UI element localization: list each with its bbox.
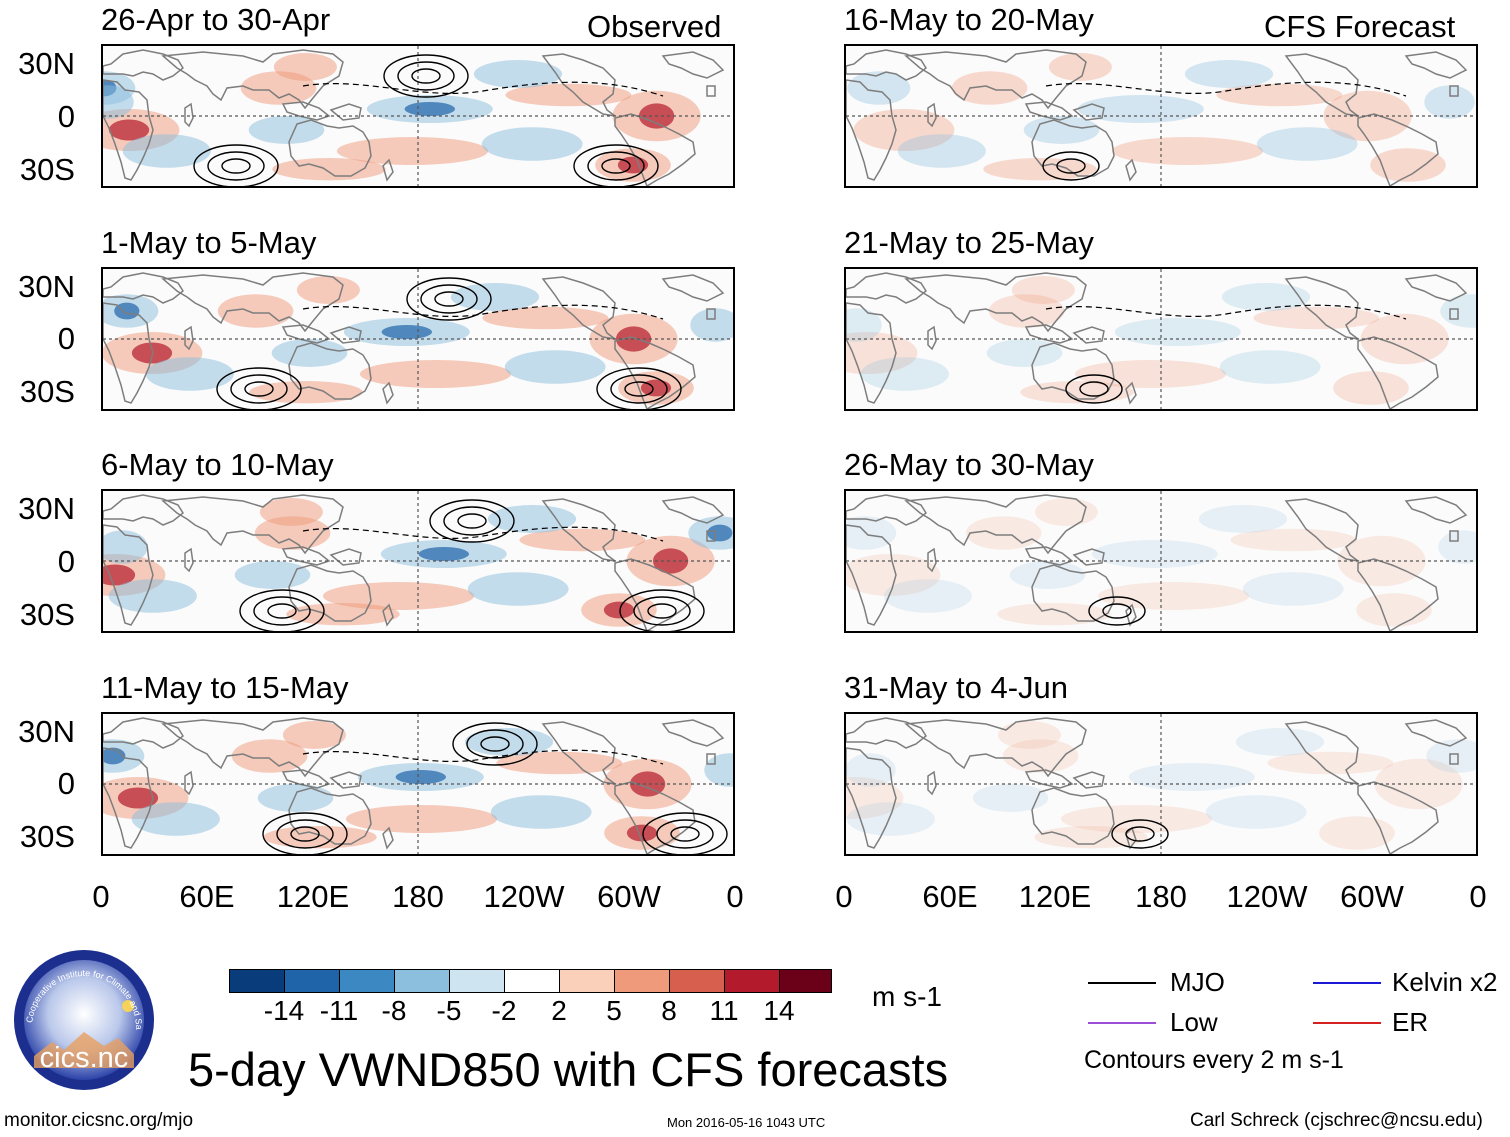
lat-label-eq-row1: 0 [57,99,75,134]
forecast-panel-title-2: 21-May to 25-May [844,225,1094,260]
colorbar-bin-2 [284,969,339,993]
colorbar-tick-7: 5 [606,995,622,1026]
colorbar-bin-5 [449,969,504,993]
colorbar-bin-10 [724,969,779,993]
lat-label-30n-row1: 30N [18,46,75,81]
lon-label-fc-0: 0 [835,879,853,914]
units-label: m s-1 [872,981,942,1012]
lon-label-obs-120w: 120W [483,879,565,914]
colorbar-tick-2: -11 [319,995,359,1026]
forecast-panel-title-1: 16-May to 20-May [844,2,1094,37]
forecast-panel-title-4: 31-May to 4-Jun [844,670,1068,705]
observed-panel-title-4: 11-May to 15-May [101,670,349,705]
lon-label-fc-60w: 60W [1340,879,1404,914]
colorbar-tick-8: 8 [661,995,677,1026]
cics-logo: Cooperative Institute for Climate and Sa… [9,940,156,1092]
lat-label-eq-row4: 0 [57,766,75,801]
observed-panel-title-2: 1-May to 5-May [101,225,317,260]
lat-label-eq-row2: 0 [57,321,75,356]
lat-label-30s-row2: 30S [19,374,75,409]
colorbar-bin-6 [504,969,559,993]
lon-label-obs-60e: 60E [179,879,235,914]
colorbar-tick-10: 14 [763,995,795,1026]
lon-label-fc-0-end: 0 [1469,879,1487,914]
logo-text: cics.nc [39,1042,129,1074]
lon-label-obs-60w: 60W [597,879,661,914]
observed-map-1 [101,44,735,188]
contour-note: Contours every 2 m s-1 [1084,1046,1344,1074]
observed-panel-title-3: 6-May to 10-May [101,447,334,482]
colorbar-bin-9 [669,969,724,993]
legend-line-low [1088,1022,1156,1024]
colorbar-tick-5: -2 [491,995,517,1026]
colorbar-tick-9: 11 [709,995,739,1026]
observed-label: Observed [587,9,722,44]
observed-map-4 [101,712,735,856]
lat-label-30s-row4: 30S [19,819,75,854]
lon-label-fc-120w: 120W [1226,879,1308,914]
colorbar-tick-6: 2 [551,995,567,1026]
forecast-map-2 [844,267,1478,411]
lon-label-obs-0-end: 0 [726,879,744,914]
lon-label-fc-60e: 60E [922,879,978,914]
lat-label-30s-row3: 30S [19,597,75,632]
legend-line-mjo [1088,982,1156,984]
figure-title: 5-day VWND850 with CFS forecasts [188,1043,949,1096]
legend-line-er [1313,1022,1381,1024]
lon-label-fc-180: 180 [1135,879,1187,914]
colorbar-tick-1: -14 [263,995,305,1026]
colorbar-tick-4: -5 [436,995,462,1026]
colorbar-bin-11 [779,969,832,993]
lon-label-obs-180: 180 [392,879,444,914]
colorbar-bin-1 [229,969,284,993]
lon-label-fc-120e: 120E [1018,879,1092,914]
forecast-label: CFS Forecast [1264,9,1456,44]
colorbar-bin-3 [339,969,394,993]
legend-label-low: Low [1170,1007,1218,1037]
colorbar-tick-3: -8 [381,995,407,1026]
lat-label-eq-row3: 0 [57,544,75,579]
legend-label-mjo: MJO [1170,967,1225,997]
forecast-map-3 [844,489,1478,633]
timestamp: Mon 2016-05-16 1043 UTC [667,1115,826,1130]
colorbar-bin-4 [394,969,449,993]
forecast-panel-title-3: 26-May to 30-May [844,447,1094,482]
colorbar-bin-8 [614,969,669,993]
legend-label-er: ER [1392,1007,1429,1037]
forecast-map-1 [844,44,1478,188]
lat-label-30s-row1: 30S [19,152,75,187]
forecast-map-4 [844,712,1478,856]
lon-label-obs-120e: 120E [276,879,350,914]
observed-map-2 [101,267,735,411]
lat-label-30n-row2: 30N [18,269,75,304]
site-url: monitor.cicsnc.org/mjo [4,1110,194,1131]
colorbar-bin-7 [559,969,614,993]
legend-label-kelvin: Kelvin x2 [1392,967,1498,997]
lat-label-30n-row4: 30N [18,714,75,749]
observed-panel-title-1: 26-Apr to 30-Apr [101,2,331,37]
observed-map-3 [101,489,735,633]
legend-line-kelvin [1313,982,1381,984]
lon-label-obs-0: 0 [92,879,110,914]
author-credit: Carl Schreck (cjschrec@ncsu.edu) [1190,1110,1483,1131]
lat-label-30n-row3: 30N [18,491,75,526]
